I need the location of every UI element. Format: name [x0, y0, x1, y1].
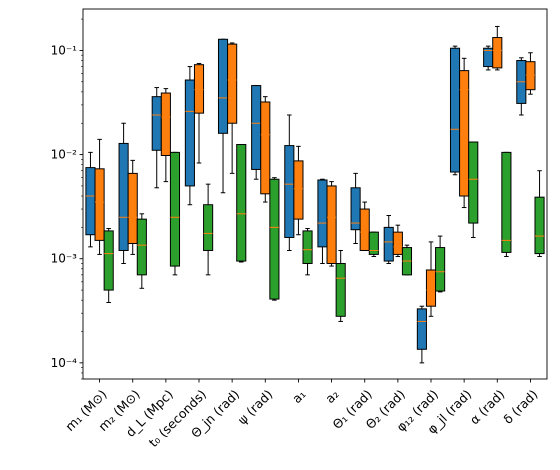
box-1-11	[416, 305, 427, 364]
box-1-2	[118, 122, 129, 264]
box-iqr	[269, 178, 280, 300]
box-3-9	[368, 231, 379, 258]
box-3-12	[468, 141, 479, 238]
box-2-13	[492, 25, 503, 71]
box-2-14	[525, 52, 536, 95]
box-iqr	[468, 141, 479, 224]
box-iqr	[525, 61, 536, 91]
box-2-6	[260, 96, 271, 203]
box-1-13	[483, 45, 494, 71]
box-iqr	[251, 85, 262, 170]
box-iqr	[449, 47, 461, 173]
box-3-1	[103, 228, 114, 303]
y-tick-label: 10⁻⁴	[51, 356, 78, 370]
box-iqr	[236, 143, 247, 262]
box-iqr	[103, 230, 114, 291]
box-iqr	[85, 167, 96, 236]
box-iqr	[335, 262, 346, 317]
box-iqr	[184, 79, 195, 187]
box-2-12	[459, 57, 470, 209]
box-iqr	[534, 196, 545, 255]
box-iqr	[217, 38, 229, 134]
box-iqr	[284, 145, 295, 238]
box-2-8	[326, 181, 337, 267]
box-3-7	[302, 228, 313, 276]
y-tick-label: 10⁻³	[51, 252, 78, 266]
box-iqr	[501, 151, 512, 253]
box-2-5	[227, 42, 238, 174]
box-3-5	[236, 143, 247, 263]
box-1-4	[184, 66, 195, 206]
box-iqr	[118, 142, 129, 251]
box-3-2	[136, 213, 147, 289]
box-1-10	[383, 215, 394, 264]
box-iqr	[326, 185, 337, 264]
box-3-10	[401, 244, 413, 276]
box-2-7	[293, 145, 304, 236]
box-iqr	[193, 64, 205, 114]
box-2-1	[94, 138, 105, 255]
axes-frame	[82, 8, 548, 380]
y-tick-label: 10⁻²	[51, 148, 78, 162]
box-iqr	[425, 269, 437, 307]
box-3-11	[435, 235, 446, 293]
box-iqr	[492, 37, 503, 69]
box-iqr	[383, 226, 394, 262]
box-iqr	[317, 179, 328, 248]
box-iqr	[459, 70, 470, 197]
box-3-8	[335, 249, 346, 322]
box-iqr	[483, 47, 494, 68]
box-iqr	[302, 230, 313, 264]
box-iqr	[435, 247, 446, 292]
box-3-3	[169, 151, 181, 276]
box-iqr	[359, 208, 370, 251]
box-2-9	[359, 201, 370, 251]
box-iqr	[151, 96, 162, 151]
box-1-14	[516, 57, 527, 116]
box-2-10	[392, 224, 403, 258]
plot-area	[85, 25, 545, 364]
box-2-4	[193, 62, 205, 164]
box-iqr	[260, 101, 271, 195]
box-iqr	[368, 231, 379, 255]
box-3-14	[534, 170, 545, 258]
y-tick-label: 10⁻¹	[51, 43, 78, 57]
box-1-12	[449, 45, 461, 176]
box-3-4	[203, 183, 214, 276]
box-2-2	[127, 159, 138, 255]
box-iqr	[94, 168, 105, 241]
box-iqr	[169, 151, 181, 267]
box-3-6	[269, 177, 280, 301]
box-iqr	[203, 204, 214, 251]
y-axis: 10⁻⁴ 10⁻³ 10⁻² 10⁻¹	[51, 18, 83, 380]
box-iqr	[136, 218, 147, 276]
box-iqr	[127, 172, 138, 245]
box-iqr	[392, 231, 403, 255]
box-3-13	[501, 151, 512, 258]
box-iqr	[160, 92, 171, 156]
box-1-6	[251, 85, 262, 180]
box-iqr	[293, 160, 304, 220]
box-iqr	[416, 308, 427, 350]
box-2-3	[160, 88, 171, 183]
box-iqr	[227, 43, 238, 124]
